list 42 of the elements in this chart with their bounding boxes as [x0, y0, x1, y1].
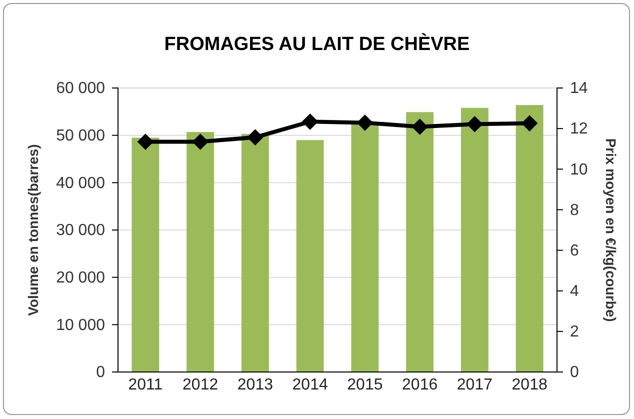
- y2-tick-label: 4: [570, 282, 579, 300]
- y2-tick-label: 12: [570, 120, 588, 138]
- x-tick-label: 2015: [347, 376, 383, 394]
- bar: [186, 132, 214, 372]
- y-tick-label: 50 000: [56, 127, 106, 144]
- y2-tick-label: 0: [570, 364, 579, 382]
- point: [192, 134, 208, 150]
- y2-tick-label: 6: [570, 242, 579, 260]
- bar: [460, 108, 488, 372]
- point: [247, 129, 264, 146]
- y-tick-label: 30 000: [56, 222, 106, 240]
- y-tick-label: 10 000: [56, 316, 106, 334]
- point: [302, 114, 318, 130]
- x-tick-label: 2013: [237, 376, 274, 394]
- bar: [132, 138, 160, 372]
- x-tick-label: 2017: [456, 376, 493, 394]
- point: [466, 116, 483, 132]
- x-tick-label: 2011: [128, 376, 163, 394]
- bar: [351, 124, 379, 372]
- y2-axis-title: Prix moyen en €/kg(courbe): [603, 138, 619, 322]
- y2-tick-label: 8: [570, 202, 579, 219]
- y2-tick-label: 14: [570, 80, 588, 98]
- chart-title: FROMAGES AU LAIT DE CHÈVRE: [164, 33, 470, 55]
- bar: [516, 105, 544, 372]
- point: [137, 134, 154, 150]
- y2-tick-label: 10: [570, 161, 588, 178]
- point: [412, 118, 428, 135]
- x-tick-label: 2012: [182, 376, 218, 394]
- y-tick-label: 40 000: [56, 174, 106, 192]
- y-tick-label: 0: [96, 364, 106, 382]
- point: [521, 115, 538, 132]
- y-tick-label: 60 000: [56, 80, 106, 98]
- point: [356, 114, 374, 131]
- bar: [296, 140, 324, 372]
- bar: [406, 112, 434, 372]
- y-tick-label: 20 000: [56, 269, 106, 286]
- y2-tick-label: 2: [570, 324, 579, 341]
- x-tick-label: 2016: [402, 376, 438, 394]
- bar: [241, 134, 269, 372]
- x-tick-label: 2018: [512, 376, 548, 394]
- y-axis-title: Volume en tonnes(barres): [25, 144, 41, 316]
- x-tick-label: 2014: [292, 376, 328, 394]
